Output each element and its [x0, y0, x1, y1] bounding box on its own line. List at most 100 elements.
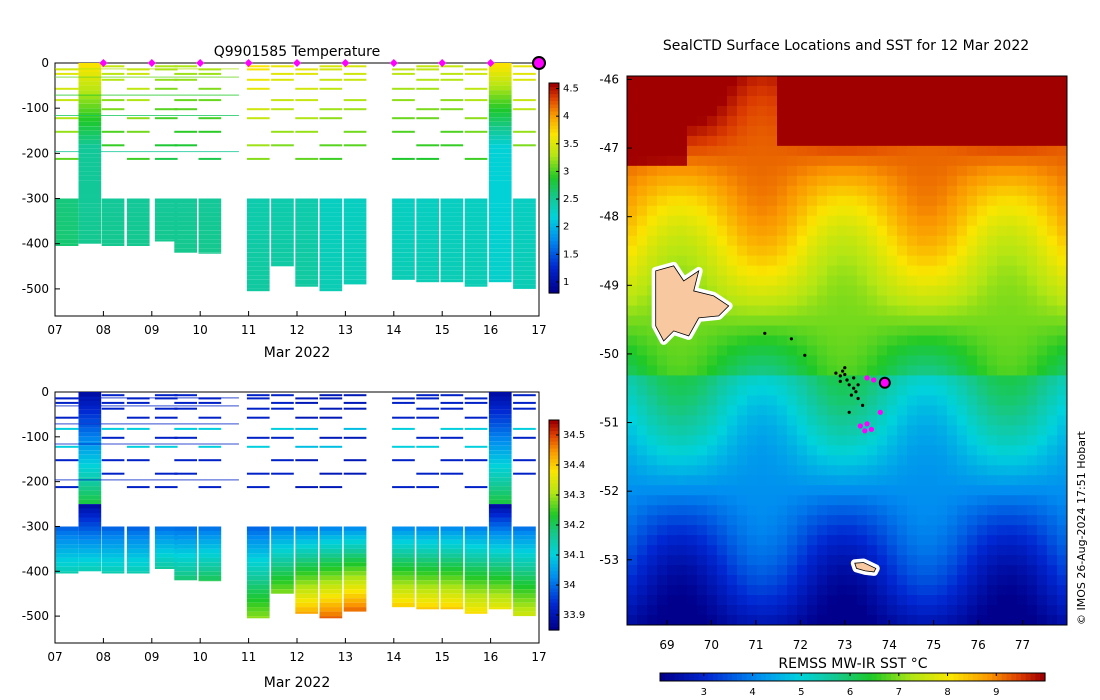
sst-cell [777, 315, 788, 327]
sst-cell [867, 315, 878, 327]
sst-cell [797, 345, 808, 356]
sst-cell [1007, 225, 1018, 237]
colorbar-segment [549, 286, 559, 291]
profile-cell [440, 548, 464, 554]
sst-cell [977, 275, 988, 287]
profile-cell [154, 548, 178, 554]
sst-cell [1047, 345, 1058, 356]
sst-cell [837, 125, 848, 137]
sst-cell [1017, 135, 1028, 147]
sst-cell [647, 525, 658, 536]
profile-cell [246, 261, 270, 267]
sst-cell [657, 595, 668, 606]
sst-cell [967, 375, 978, 386]
sst-cell [1007, 495, 1018, 506]
sst-cell [827, 425, 838, 436]
sst-cell [1007, 335, 1018, 347]
sst-cell [897, 185, 908, 197]
y-tick-label: -300 [22, 192, 49, 206]
profile-cell [78, 557, 102, 563]
sst-cell [737, 145, 748, 157]
sst-cell [937, 215, 948, 227]
sst-cell [737, 385, 748, 396]
sst-cell [787, 235, 798, 247]
sst-cell [657, 435, 668, 446]
sst-cell [707, 115, 718, 127]
sst-cell [767, 425, 778, 436]
profile-cell [78, 392, 102, 397]
sst-cell [1007, 435, 1018, 446]
sst-cell [817, 555, 828, 566]
profile-cell [513, 580, 536, 585]
sst-cell [957, 275, 968, 287]
profile-cell [392, 261, 415, 267]
sst-cell [727, 535, 738, 546]
sst-cell [827, 565, 838, 576]
colorbar-segment [549, 479, 559, 484]
sst-cell [797, 475, 808, 486]
sst-cell [807, 135, 818, 147]
profile-cell [55, 479, 239, 481]
sst-cell [827, 615, 838, 626]
sst-cell [647, 205, 658, 217]
profile-cell [513, 571, 536, 576]
sst-cell [1057, 335, 1068, 347]
sst-cell [717, 415, 728, 426]
sst-cell [697, 85, 708, 97]
colorbar-segment [660, 673, 666, 681]
colorbar-tick-label: 34.3 [563, 490, 585, 501]
sst-cell [747, 255, 758, 267]
sst-cell [877, 345, 888, 356]
sst-cell [887, 115, 898, 127]
profile-cell [295, 530, 318, 536]
sst-cell [987, 95, 998, 107]
sst-cell [687, 215, 698, 227]
sst-cell [667, 205, 678, 217]
sst-cell [697, 255, 708, 267]
sst-cell [997, 455, 1008, 466]
sst-cell [897, 595, 908, 606]
profile-cell [101, 212, 125, 217]
sst-cell [817, 255, 828, 267]
sst-cell [767, 215, 778, 227]
sst-cell [707, 165, 718, 177]
sst-cell [997, 175, 1008, 187]
sst-cell [967, 195, 978, 207]
profile-cell [488, 130, 512, 136]
sst-cell [987, 165, 998, 177]
sst-cell [637, 535, 648, 546]
sst-cell [727, 555, 738, 566]
colorbar-segment [549, 184, 559, 189]
sst-cell [787, 495, 798, 506]
profile-cell [343, 459, 367, 462]
sst-cell [707, 535, 718, 546]
profile-cell [78, 490, 102, 496]
profile-cell [78, 522, 102, 527]
sst-cell [827, 465, 838, 476]
sst-cell [717, 225, 728, 237]
sst-cell [657, 175, 668, 187]
sst-cell [1007, 205, 1018, 217]
sst-cell [767, 325, 778, 337]
sst-cell [917, 175, 928, 187]
profile-cell [126, 99, 150, 102]
sst-cell [987, 185, 998, 197]
sst-cell [807, 525, 818, 536]
sst-cell [1057, 305, 1068, 317]
sst-cell [967, 325, 978, 337]
sst-cell [837, 335, 848, 347]
sst-cell [917, 355, 928, 366]
profile-cell [246, 553, 270, 558]
sst-cell [887, 595, 898, 606]
sst-cell [947, 515, 958, 526]
sst-cell [977, 515, 988, 526]
sst-cell [797, 265, 808, 277]
profile-cell [78, 212, 102, 217]
profile-cell [271, 530, 294, 536]
sst-cell [867, 265, 878, 277]
profile-cell [295, 221, 318, 226]
colorbar-segment [727, 673, 733, 681]
sst-cell [687, 76, 698, 87]
sst-cell [667, 605, 678, 616]
profile-cell [513, 221, 536, 226]
